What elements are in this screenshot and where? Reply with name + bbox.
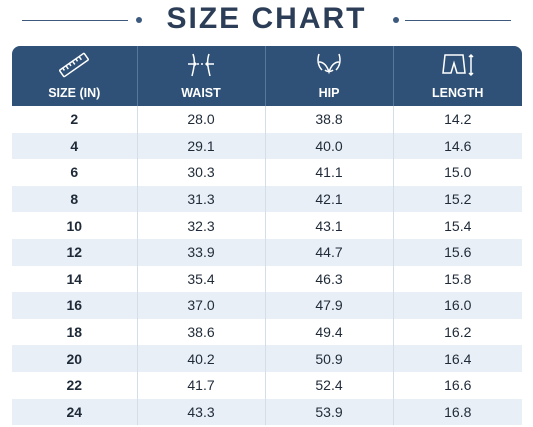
measure-cell: 15.8: [392, 265, 522, 293]
header-cell: SIZE (IN): [12, 46, 137, 106]
measure-cell: 16.4: [392, 345, 522, 372]
size-cell: 22: [66, 377, 83, 394]
measure-cell: 53.9: [264, 398, 393, 426]
measure-cell: 32.3: [136, 212, 265, 239]
measure-cell: 46.3: [264, 265, 393, 293]
size-cell: 20: [12, 345, 137, 372]
table-row: 2 28.0 38.8 14.2: [12, 106, 522, 133]
size-cell: 4: [12, 132, 137, 160]
table-row: 4 29.1 40.0 14.6: [12, 132, 522, 160]
measure-cell: 30.3: [136, 159, 265, 186]
column-header: WAIST: [181, 86, 221, 100]
measure-cell: 31.3: [136, 185, 265, 213]
header-cell: LENGTH: [392, 46, 522, 106]
measure-cell: 29.1: [136, 132, 265, 160]
measure-cell: 40.2: [136, 345, 265, 372]
measure-cell: 14.2: [392, 106, 522, 133]
size-cell: 14: [66, 270, 83, 287]
measure-cell: 49.4: [264, 318, 393, 346]
table-row: 22 41.7 52.4 16.6: [12, 371, 522, 399]
measure-cell: 42.1: [264, 185, 393, 213]
size-table: SIZE (IN) WAIST HIP LENGTH 2 28.0 38.8 14.2…: [12, 46, 522, 426]
measure-cell: 15.4: [392, 212, 522, 239]
table-row: 24 43.3 53.9 16.8: [12, 398, 522, 426]
measure-cell: 15.2: [392, 185, 522, 213]
measure-cell: 44.7: [264, 238, 393, 266]
decor-dot: [136, 17, 142, 23]
measure-cell: 16.6: [392, 371, 522, 399]
size-cell: 10: [66, 217, 83, 234]
table-row: 16 37.0 47.9 16.0: [12, 292, 522, 319]
waist-icon: [188, 53, 214, 77]
header-cell: WAIST: [136, 46, 265, 106]
measure-cell: 15.6: [392, 238, 522, 266]
measure-cell: 14.6: [392, 132, 522, 160]
table-row: 12 33.9 44.7 15.6: [12, 238, 522, 266]
header-row: SIZE (IN) WAIST HIP LENGTH: [12, 46, 522, 106]
measure-cell: 41.1: [264, 159, 393, 186]
page-title: SIZE CHART: [166, 2, 367, 35]
measure-cell: 16.8: [392, 398, 522, 426]
column-header: LENGTH: [432, 86, 484, 100]
measure-cell: 33.9: [136, 238, 265, 266]
measure-cell: 40.0: [264, 132, 393, 160]
measure-cell: 43.3: [136, 398, 265, 426]
column-header: SIZE (IN): [48, 86, 101, 100]
table-row: 20 40.2 50.9 16.4: [12, 345, 522, 372]
hip-icon: [317, 53, 341, 75]
decor-dot: [393, 17, 399, 23]
measure-cell: 52.4: [264, 371, 393, 399]
decor-line: [22, 20, 128, 21]
measure-cell: 37.0: [136, 292, 265, 319]
size-cell: 2: [70, 111, 79, 128]
measure-cell: 16.0: [392, 292, 522, 319]
measure-cell: 50.9: [264, 345, 393, 372]
size-cell: 12: [12, 238, 137, 266]
table-row: 18 38.6 49.4 16.2: [12, 318, 522, 346]
size-cell: 8: [12, 185, 137, 213]
size-cell: 18: [66, 324, 83, 341]
decor-line: [405, 20, 511, 21]
size-cell: 24: [12, 398, 137, 426]
size-cell: 6: [70, 164, 79, 181]
measure-cell: 15.0: [392, 159, 522, 186]
measure-cell: 38.6: [136, 318, 265, 346]
measure-cell: 47.9: [264, 292, 393, 319]
table-row: 10 32.3 43.1 15.4: [12, 212, 522, 239]
measure-cell: 43.1: [264, 212, 393, 239]
column-header: HIP: [318, 86, 340, 100]
measure-cell: 28.0: [136, 106, 265, 133]
measure-cell: 38.8: [264, 106, 393, 133]
table-body: 2 28.0 38.8 14.2 4 29.1 40.0 14.6 6 30.3 41.1 15.0 8…: [12, 106, 522, 426]
length-icon: [441, 53, 474, 77]
measure-cell: 35.4: [136, 265, 265, 293]
table-row: 6 30.3 41.1 15.0: [12, 159, 522, 186]
table-row: 8 31.3 42.1 15.2: [12, 185, 522, 213]
header-cell: HIP: [264, 46, 393, 106]
measure-cell: 16.2: [392, 318, 522, 346]
measure-cell: 41.7: [136, 371, 265, 399]
table-row: 14 35.4 46.3 15.8: [12, 265, 522, 293]
size-cell: 16: [12, 292, 137, 319]
ruler-icon: [59, 52, 90, 78]
